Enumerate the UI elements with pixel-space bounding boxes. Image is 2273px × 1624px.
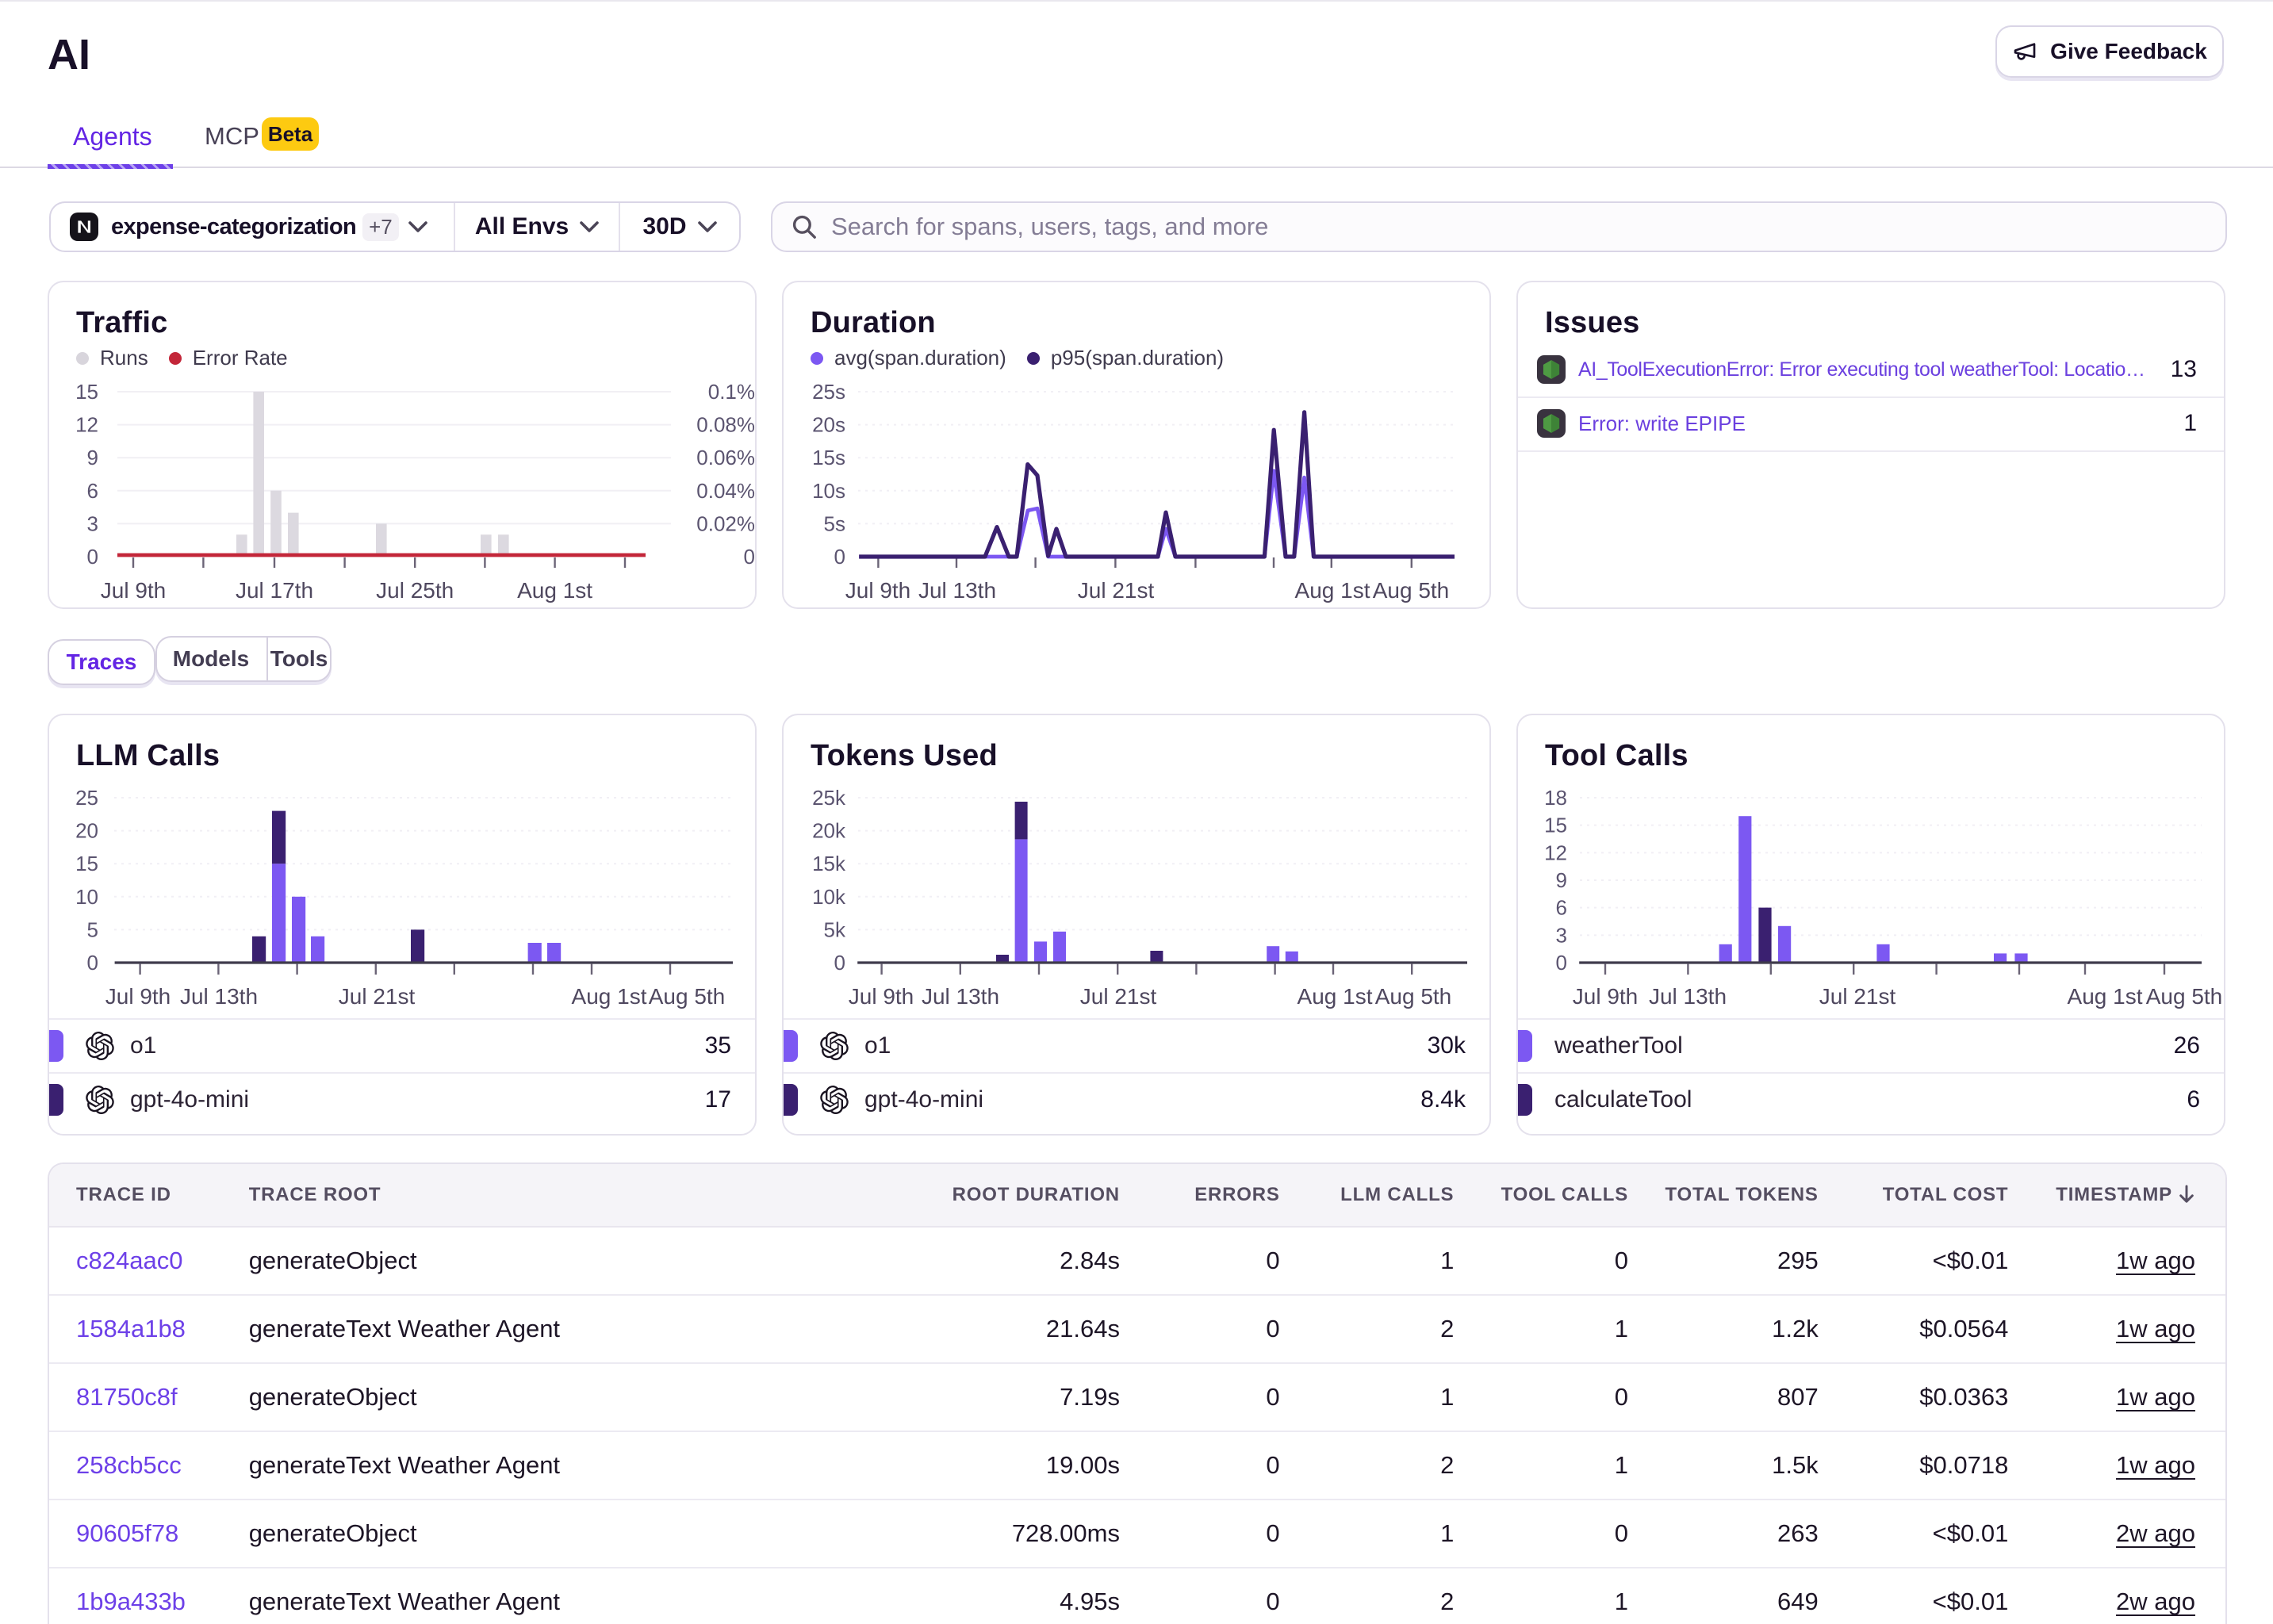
- svg-text:15: 15: [75, 852, 98, 875]
- svg-text:Jul 21st: Jul 21st: [339, 984, 416, 1009]
- svg-text:Aug 1st: Aug 1st: [1295, 578, 1370, 603]
- svg-text:Jul 21st: Jul 21st: [1080, 984, 1157, 1009]
- svg-text:Jul 25th: Jul 25th: [376, 578, 454, 603]
- svg-text:20k: 20k: [812, 819, 846, 843]
- svg-text:5: 5: [87, 917, 98, 941]
- svg-text:Aug 5th: Aug 5th: [1373, 578, 1450, 603]
- svg-text:25s: 25s: [812, 380, 845, 404]
- svg-text:Jul 9th: Jul 9th: [105, 984, 171, 1009]
- svg-text:25: 25: [75, 786, 98, 810]
- svg-text:25k: 25k: [812, 786, 846, 810]
- svg-text:0.1%: 0.1%: [708, 380, 755, 404]
- svg-text:6: 6: [1556, 896, 1567, 920]
- svg-text:Aug 1st: Aug 1st: [517, 578, 592, 603]
- svg-text:10: 10: [75, 885, 98, 909]
- svg-text:9: 9: [87, 446, 98, 469]
- svg-text:Aug 1st: Aug 1st: [1297, 984, 1373, 1009]
- svg-text:Jul 13th: Jul 13th: [180, 984, 258, 1009]
- svg-text:15: 15: [1544, 814, 1567, 837]
- svg-text:20s: 20s: [812, 413, 845, 437]
- svg-text:Jul 13th: Jul 13th: [918, 578, 996, 603]
- svg-text:0.06%: 0.06%: [696, 446, 755, 469]
- svg-text:0.02%: 0.02%: [696, 511, 755, 535]
- svg-text:Jul 21st: Jul 21st: [1078, 578, 1155, 603]
- svg-text:Jul 9th: Jul 9th: [849, 984, 914, 1009]
- svg-text:Jul 13th: Jul 13th: [922, 984, 999, 1009]
- svg-text:15: 15: [75, 380, 98, 404]
- svg-text:0.08%: 0.08%: [696, 413, 755, 437]
- svg-text:20: 20: [75, 819, 98, 843]
- svg-text:Jul 9th: Jul 9th: [101, 578, 167, 603]
- svg-text:10k: 10k: [812, 885, 846, 909]
- svg-text:0: 0: [834, 951, 845, 975]
- svg-text:Aug 1st: Aug 1st: [572, 984, 647, 1009]
- svg-text:5k: 5k: [824, 917, 846, 941]
- svg-text:15k: 15k: [812, 852, 846, 875]
- svg-text:10s: 10s: [812, 479, 845, 503]
- svg-text:12: 12: [75, 413, 98, 437]
- svg-text:6: 6: [87, 479, 98, 503]
- svg-text:5s: 5s: [824, 511, 845, 535]
- svg-text:12: 12: [1544, 841, 1567, 864]
- svg-text:Jul 13th: Jul 13th: [1649, 984, 1727, 1009]
- svg-text:0: 0: [744, 545, 755, 569]
- svg-text:Aug 5th: Aug 5th: [649, 984, 726, 1009]
- svg-text:Jul 17th: Jul 17th: [236, 578, 313, 603]
- svg-text:3: 3: [87, 511, 98, 535]
- svg-text:Jul 9th: Jul 9th: [845, 578, 911, 603]
- svg-text:0: 0: [834, 545, 845, 569]
- svg-text:18: 18: [1544, 786, 1567, 810]
- svg-text:15s: 15s: [812, 446, 845, 469]
- svg-text:3: 3: [1556, 923, 1567, 947]
- svg-text:9: 9: [1556, 868, 1567, 892]
- svg-text:Aug 5th: Aug 5th: [2146, 984, 2223, 1009]
- svg-text:Jul 9th: Jul 9th: [1573, 984, 1639, 1009]
- svg-text:0.04%: 0.04%: [696, 479, 755, 503]
- svg-text:0: 0: [1556, 951, 1567, 975]
- svg-text:Aug 5th: Aug 5th: [1375, 984, 1452, 1009]
- svg-text:Jul 21st: Jul 21st: [1819, 984, 1896, 1009]
- svg-text:Aug 1st: Aug 1st: [2068, 984, 2143, 1009]
- svg-text:0: 0: [87, 951, 98, 975]
- svg-text:0: 0: [87, 545, 98, 569]
